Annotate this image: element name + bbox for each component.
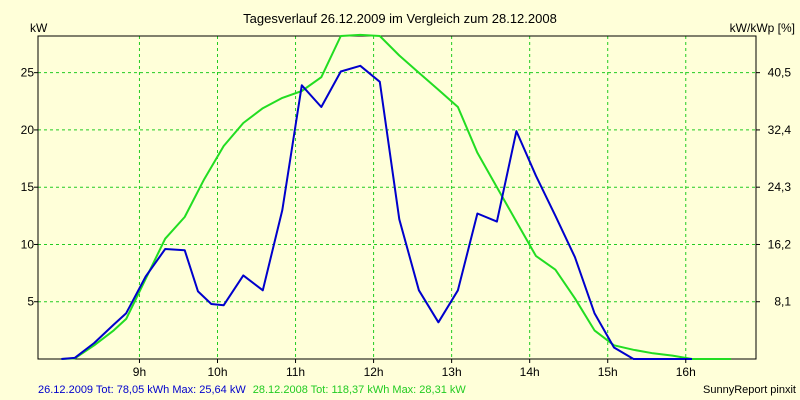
series-line-26.12.2009 <box>61 64 692 360</box>
axis-ticks: 9h 10h 11h 12h 13h 14h 15h 16h 5 10 15 20 25 8,1 16,2 2… <box>21 66 792 379</box>
credit-text: SunnyReport pinxit <box>703 384 796 396</box>
y-left-tick-label-3: 20 <box>21 123 35 137</box>
x-tick-label-0: 9h <box>133 365 146 379</box>
y-left-tick-label-4: 25 <box>21 66 35 80</box>
y-left-tick-label-0: 5 <box>27 295 34 309</box>
y-right-tick-label-3: 32,4 <box>768 123 792 137</box>
chart-title: Tagesverlauf 26.12.2009 im Vergleich zum… <box>243 11 557 26</box>
left-axis-unit: kW <box>30 21 48 35</box>
y-right-tick-label-1: 16,2 <box>768 237 792 251</box>
y-right-tick-label-2: 24,3 <box>768 180 792 194</box>
footer-legend: 26.12.2009 Tot: 78,05 kWh Max: 25,64 kW … <box>38 384 466 396</box>
x-tick-label-1: 10h <box>207 365 227 379</box>
x-tick-label-2: 11h <box>286 365 305 379</box>
x-tick-label-5: 14h <box>520 365 540 379</box>
x-tick-label-6: 15h <box>598 365 618 379</box>
y-right-tick-label-0: 8,1 <box>774 295 791 309</box>
y-left-tick-label-2: 15 <box>21 180 35 194</box>
series-lines <box>61 33 731 360</box>
x-tick-label-4: 13h <box>442 365 462 379</box>
y-right-tick-label-4: 40,5 <box>768 66 792 80</box>
series-line-28.12.2008 <box>61 33 731 360</box>
legend-2009: 26.12.2009 Tot: 78,05 kWh Max: 25,64 kW <box>38 384 246 396</box>
x-tick-label-3: 12h <box>364 365 384 379</box>
x-tick-label-7: 16h <box>676 365 696 379</box>
legend-2008: 28.12.2008 Tot: 118,37 kWh Max: 28,31 kW <box>253 384 467 396</box>
y-left-tick-label-1: 10 <box>21 237 35 251</box>
plot-area-frame <box>37 35 757 360</box>
right-axis-unit: kW/kWp [%] <box>730 21 795 35</box>
